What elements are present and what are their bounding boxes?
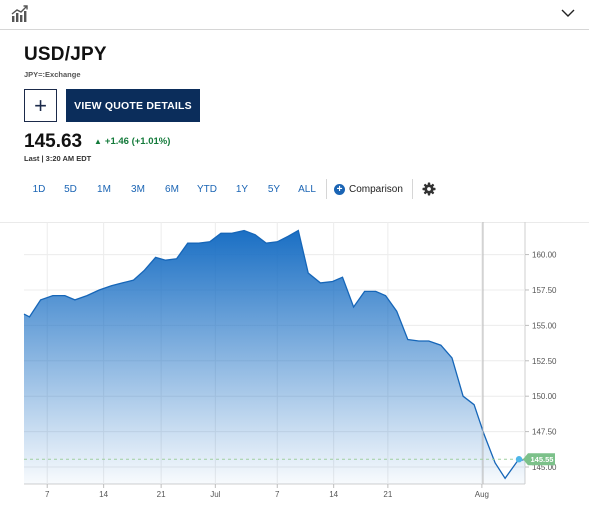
y-tick-label: 150.00 <box>532 392 557 401</box>
y-tick-label: 145.00 <box>532 463 557 472</box>
tab-1y[interactable]: 1Y <box>235 183 249 195</box>
y-tick-label: 152.50 <box>532 357 557 366</box>
price-chart-svg[interactable]: 7 14 21 Jul 7 14 21 Aug 160.00 157.50 155.00 152.50… <box>0 222 589 520</box>
price-change: ▲ +1.46 (+1.01%) <box>94 136 170 147</box>
last-value-badge: 145.55 <box>523 453 555 466</box>
price-change-value: +1.46 (+1.01%) <box>104 136 171 147</box>
x-tick-label: 14 <box>329 490 338 499</box>
last-value-badge-label: 145.55 <box>531 455 554 464</box>
view-quote-details-button[interactable]: VIEW QUOTE DETAILS <box>66 89 200 122</box>
y-tick-label: 155.00 <box>532 321 557 330</box>
x-tick-label: 21 <box>157 490 166 499</box>
last-value-badge-shape <box>523 453 555 466</box>
y-tick-label: 160.00 <box>532 251 557 260</box>
last-price: 145.63 <box>24 131 83 152</box>
comparison-button[interactable]: + Comparison <box>334 176 403 202</box>
price-chart[interactable]: 7 14 21 Jul 7 14 21 Aug 160.00 157.50 155.00 152.50… <box>0 222 589 520</box>
x-tick-label: Aug <box>475 490 489 499</box>
tab-1m[interactable]: 1M <box>97 183 111 195</box>
tab-6m[interactable]: 6M <box>165 183 179 195</box>
add-to-watchlist-button[interactable]: + <box>24 89 57 122</box>
x-tick-label: 14 <box>99 490 108 499</box>
x-tick-label: 7 <box>275 490 280 499</box>
chevron-down-icon[interactable] <box>561 7 575 19</box>
range-tabs: 1D 5D 1M 3M 6M YTD 1Y 5Y ALL + Compariso… <box>24 176 584 202</box>
exchange-label: JPY=:Exchange <box>24 70 81 79</box>
x-tick-label: Jul <box>210 490 220 499</box>
gear-icon[interactable] <box>422 182 436 196</box>
plus-circle-icon: + <box>334 183 345 195</box>
y-tick-label: 157.50 <box>532 286 557 295</box>
x-tick-label: 7 <box>45 490 50 499</box>
tab-1d[interactable]: 1D <box>32 183 46 195</box>
tab-5d[interactable]: 5D <box>64 183 77 195</box>
comparison-label: Comparison <box>349 183 403 195</box>
chart-trend-icon[interactable] <box>11 5 29 23</box>
price-area <box>24 230 525 484</box>
up-arrow-icon: ▲ <box>94 137 102 146</box>
tab-divider <box>412 179 413 199</box>
last-value-dot <box>515 456 523 463</box>
symbol-title: USD/JPY <box>24 44 107 65</box>
x-tick-label: 21 <box>383 490 392 499</box>
tab-divider <box>326 179 327 199</box>
top-bar <box>0 0 589 30</box>
tab-all[interactable]: ALL <box>298 183 316 195</box>
tab-5y[interactable]: 5Y <box>267 183 281 195</box>
y-tick-label: 147.50 <box>532 428 557 437</box>
tab-3m[interactable]: 3M <box>131 183 145 195</box>
price-line <box>23 229 526 480</box>
last-updated: Last | 3:20 AM EDT <box>24 154 92 163</box>
tab-ytd[interactable]: YTD <box>197 183 217 195</box>
